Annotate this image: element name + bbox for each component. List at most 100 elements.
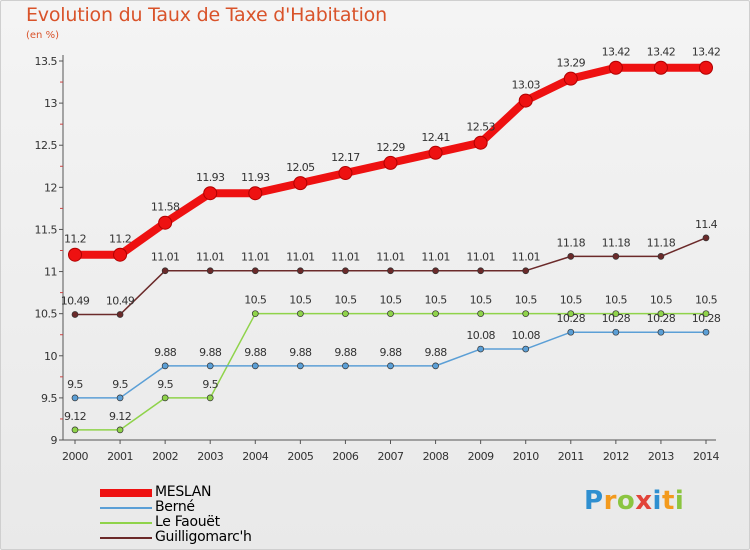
- data-point-bern-: [657, 328, 665, 336]
- data-point-le-faou-t: [657, 310, 665, 318]
- data-point-bern-: [432, 362, 439, 370]
- data-point-guilligomarc-h: [387, 267, 394, 275]
- data-label-meslan: 11.2: [64, 233, 86, 246]
- logo-letter: x: [635, 486, 653, 516]
- data-point-le-faou-t: [477, 310, 484, 318]
- y-tick-label: 9.5: [41, 392, 57, 405]
- data-point-bern-: [477, 345, 484, 353]
- data-point-bern-: [702, 328, 710, 336]
- data-label-le-faou-t: 10.5: [244, 294, 267, 307]
- data-point-bern-: [116, 394, 124, 402]
- data-label-bern-: 9.5: [112, 378, 128, 391]
- data-label-meslan: 12.29: [376, 141, 405, 154]
- x-tick-label: 2002: [152, 450, 178, 463]
- x-tick-label: 2008: [423, 450, 449, 463]
- data-point-guilligomarc-h: [702, 234, 710, 242]
- data-label-meslan: 12.53: [466, 121, 495, 134]
- data-point-meslan: [158, 215, 173, 230]
- x-tick-label: 2013: [648, 450, 674, 463]
- data-point-meslan: [653, 60, 668, 75]
- data-point-meslan: [68, 247, 82, 262]
- y-tick-label: 13.5: [35, 55, 58, 68]
- data-point-bern-: [522, 345, 530, 353]
- data-label-guilligomarc-h: 11.01: [376, 251, 405, 264]
- data-label-meslan: 13.42: [647, 46, 676, 59]
- data-label-guilligomarc-h: 11.18: [602, 236, 631, 249]
- data-point-guilligomarc-h: [477, 267, 484, 275]
- data-label-le-faou-t: 10.5: [650, 294, 673, 307]
- data-point-meslan: [608, 60, 623, 75]
- logo-letter: t: [661, 486, 675, 516]
- x-tick-label: 2011: [558, 450, 584, 463]
- x-tick-label: 2007: [378, 450, 404, 463]
- data-point-guilligomarc-h: [161, 267, 169, 275]
- data-point-guilligomarc-h: [432, 267, 439, 275]
- data-label-meslan: 11.93: [241, 171, 270, 184]
- data-label-le-faou-t: 9.12: [109, 410, 131, 423]
- data-point-meslan: [563, 71, 578, 86]
- data-label-guilligomarc-h: 11.18: [557, 236, 586, 249]
- data-label-guilligomarc-h: 11.01: [511, 251, 540, 264]
- data-label-bern-: 10.28: [647, 312, 676, 325]
- data-label-meslan: 13.29: [557, 57, 586, 70]
- data-point-meslan: [518, 93, 533, 108]
- data-point-meslan: [293, 176, 308, 191]
- data-point-le-faou-t: [432, 310, 439, 318]
- data-point-meslan: [699, 60, 713, 75]
- proxiti-logo: Proxiti: [584, 486, 684, 516]
- legend-label-meslan: MESLAN: [155, 484, 212, 500]
- data-label-guilligomarc-h: 11.01: [421, 251, 450, 264]
- unit-label: (en %): [26, 30, 59, 41]
- data-label-le-faou-t: 9.12: [64, 410, 86, 423]
- data-point-guilligomarc-h: [206, 267, 214, 275]
- x-tick-label: 2010: [513, 450, 539, 463]
- data-point-le-faou-t: [387, 310, 394, 318]
- y-tick-label: 10.5: [35, 308, 58, 321]
- data-label-guilligomarc-h: 11.01: [286, 251, 315, 264]
- legend-swatch-guilligomarch: [100, 537, 152, 539]
- data-label-guilligomarc-h: 10.49: [106, 295, 135, 308]
- x-tick-label: 2012: [603, 450, 629, 463]
- data-label-meslan: 13.42: [692, 46, 721, 59]
- data-point-bern-: [612, 328, 620, 336]
- data-label-guilligomarc-h: 11.4: [695, 218, 718, 231]
- data-label-guilligomarc-h: 11.01: [151, 251, 180, 264]
- series-line-le-faou-t: [74, 312, 707, 431]
- logo-letter: o: [616, 486, 636, 516]
- x-tick-label: 2000: [62, 450, 88, 463]
- data-point-meslan: [383, 155, 398, 170]
- data-label-le-faou-t: 10.5: [560, 294, 583, 307]
- data-label-bern-: 10.08: [511, 329, 540, 342]
- data-label-bern-: 9.88: [334, 346, 357, 359]
- data-point-bern-: [206, 362, 214, 370]
- y-tick-label: 11: [44, 266, 57, 279]
- data-label-bern-: 9.88: [289, 346, 312, 359]
- legend-item-meslan: MESLAN: [100, 484, 320, 500]
- data-point-bern-: [387, 362, 394, 370]
- data-label-guilligomarc-h: 10.49: [61, 295, 90, 308]
- data-label-bern-: 9.88: [379, 346, 402, 359]
- legend-swatch-le-faouet: [100, 522, 152, 524]
- legend: MESLAN Berné Le Faouët Guilligomarc'h: [100, 484, 320, 545]
- data-label-meslan: 12.05: [286, 161, 315, 174]
- data-label-le-faou-t: 10.5: [289, 294, 312, 307]
- data-label-le-faou-t: 9.5: [202, 378, 218, 391]
- data-label-meslan: 11.2: [109, 233, 131, 246]
- data-point-guilligomarc-h: [522, 267, 530, 275]
- y-tick-label: 12.5: [35, 139, 58, 152]
- legend-label-guilligomarch: Guilligomarc'h: [155, 529, 252, 545]
- data-point-le-faou-t: [342, 310, 349, 318]
- x-tick-label: 2014: [693, 450, 719, 463]
- data-point-guilligomarc-h: [567, 253, 575, 260]
- x-tick-label: 2001: [107, 450, 133, 463]
- legend-item-le-faouet: Le Faouët: [100, 514, 320, 530]
- y-tick-label: 9: [51, 434, 58, 447]
- data-label-bern-: 9.5: [67, 378, 83, 391]
- data-point-bern-: [567, 328, 575, 336]
- y-tick-label: 13: [44, 97, 57, 110]
- data-point-le-faou-t: [251, 310, 259, 318]
- data-point-guilligomarc-h: [612, 253, 620, 260]
- x-tick-label: 2003: [197, 450, 223, 463]
- logo-letter: r: [603, 486, 617, 516]
